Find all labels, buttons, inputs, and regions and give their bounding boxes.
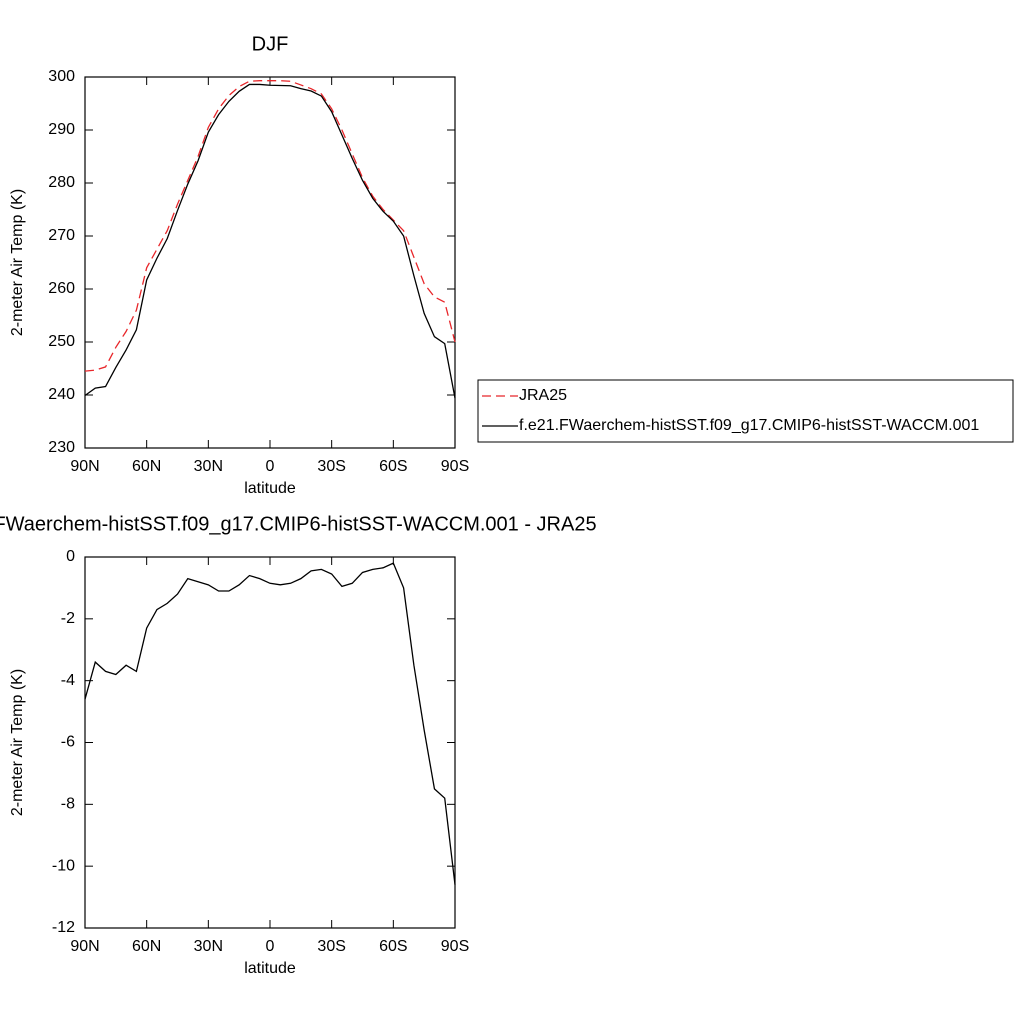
y-tick-label: 260 (48, 280, 75, 297)
x-axis-label: latitude (244, 480, 296, 497)
x-tick-label: 90N (70, 458, 99, 475)
x-tick-label: 60N (132, 458, 161, 475)
y-tick-label: -6 (61, 734, 75, 751)
data-line (84, 83, 456, 399)
legend-label: f.e21.FWaerchem-histSST.f09_g17.CMIP6-hi… (519, 417, 979, 434)
y-tick-label: -2 (61, 610, 75, 627)
y-tick-label: 300 (48, 68, 75, 85)
x-tick-label: 90S (441, 458, 469, 475)
x-tick-label: 30N (194, 938, 223, 955)
x-tick-label: 60S (379, 458, 407, 475)
x-tick-label: 60N (132, 938, 161, 955)
y-tick-label: 280 (48, 174, 75, 191)
x-tick-label: 30S (317, 938, 345, 955)
y-tick-label: 290 (48, 121, 75, 138)
y-axis-label: 2-meter Air Temp (K) (9, 669, 26, 816)
y-tick-label: 230 (48, 439, 75, 456)
x-tick-label: 90N (70, 938, 99, 955)
plot-frame (84, 76, 456, 449)
x-tick-label: 0 (266, 938, 275, 955)
y-tick-label: 0 (66, 548, 75, 565)
y-tick-label: 250 (48, 333, 75, 350)
y-tick-label: -10 (52, 857, 75, 874)
x-axis-label: latitude (244, 960, 296, 977)
x-tick-label: 0 (266, 458, 275, 475)
plot-frame (84, 556, 456, 929)
y-tick-label: 240 (48, 386, 75, 403)
data-line (84, 562, 456, 885)
x-tick-label: 60S (379, 938, 407, 955)
legend-box (477, 379, 1014, 443)
x-tick-label: 30N (194, 458, 223, 475)
chart-title: DJF (252, 33, 289, 55)
y-tick-label: 270 (48, 227, 75, 244)
chart-title: f.e21.FWaerchem-histSST.f09_g17.CMIP6-hi… (0, 513, 597, 535)
legend-label: JRA25 (519, 387, 567, 404)
y-tick-label: -4 (61, 672, 75, 689)
y-axis-label: 2-meter Air Temp (K) (9, 189, 26, 336)
y-tick-label: -8 (61, 796, 75, 813)
y-tick-label: -12 (52, 919, 75, 936)
data-line (84, 80, 456, 372)
x-tick-label: 30S (317, 458, 345, 475)
x-tick-label: 90S (441, 938, 469, 955)
